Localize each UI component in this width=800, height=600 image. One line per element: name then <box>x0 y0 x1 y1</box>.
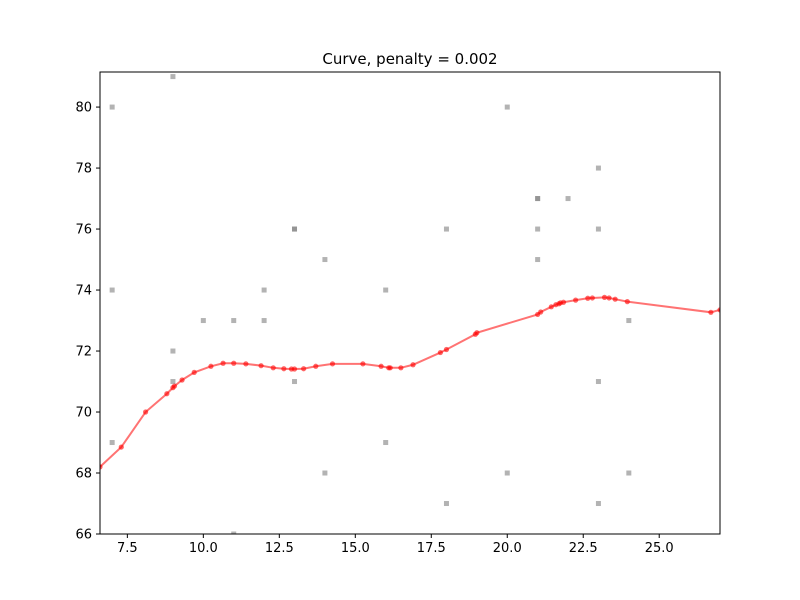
curve-point <box>270 365 276 371</box>
curve-point <box>606 295 612 301</box>
y-tick-label: 68 <box>75 467 92 482</box>
curve-point <box>142 409 149 415</box>
scatter-point <box>626 318 632 324</box>
y-tick-label: 72 <box>75 345 92 360</box>
curve-point <box>548 304 554 310</box>
y-tick-label: 80 <box>75 101 92 116</box>
curve-point <box>360 361 366 367</box>
chart-title: Curve, penalty = 0.002 <box>322 50 497 68</box>
curve-point <box>573 297 579 303</box>
scatter-point <box>261 318 267 324</box>
curve-point <box>387 365 393 371</box>
curve-point <box>560 299 567 305</box>
x-tick-label: 7.5 <box>117 541 138 556</box>
scatter-point <box>595 226 601 232</box>
curve-point <box>589 295 595 301</box>
scatter-point <box>443 226 449 232</box>
scatter-point <box>322 470 328 476</box>
curve-point <box>258 363 264 369</box>
curve-point <box>313 363 319 369</box>
curve-point <box>208 363 214 369</box>
curve-point <box>329 361 336 367</box>
curve-point <box>378 363 384 369</box>
curve-point <box>474 330 480 336</box>
scatter-point <box>626 470 632 476</box>
scatter-point <box>231 531 237 534</box>
curve-point <box>118 444 124 450</box>
x-tick-label: 10.0 <box>189 541 218 556</box>
curve-point <box>171 383 178 389</box>
x-tick-label: 15.0 <box>341 541 370 556</box>
x-tick-label: 22.5 <box>569 541 598 556</box>
scatter-point <box>504 470 510 476</box>
data-layer <box>100 74 720 534</box>
curve-point <box>437 349 443 356</box>
scatter-point <box>595 501 601 507</box>
curve-point <box>538 309 544 315</box>
scatter-point <box>170 74 176 80</box>
scatter-point <box>535 257 541 263</box>
scatter-point <box>109 287 115 293</box>
scatter-point <box>443 501 449 507</box>
scatter-point <box>261 287 267 293</box>
curve-point <box>301 366 307 372</box>
scatter-point <box>565 196 571 202</box>
scatter-point <box>383 287 389 293</box>
scatter-point <box>170 379 176 385</box>
y-tick-label: 78 <box>75 162 92 177</box>
scatter-point <box>535 196 541 202</box>
scatter-point <box>231 318 237 324</box>
x-tick-label: 25.0 <box>645 541 674 556</box>
curve-point <box>281 366 287 372</box>
curve-point <box>612 296 618 302</box>
scatter-point <box>504 104 510 110</box>
curve-point <box>100 464 103 470</box>
y-tick-label: 74 <box>75 284 92 299</box>
curve-point <box>398 365 404 371</box>
scatter-point <box>200 318 206 324</box>
curve-point <box>443 346 450 353</box>
curve-point <box>179 377 185 383</box>
curve-point <box>243 361 249 367</box>
scatter-point <box>109 104 115 110</box>
curve-point <box>191 369 197 375</box>
curve-point <box>220 360 226 366</box>
scatter-point <box>535 226 541 232</box>
curve-point <box>291 366 298 372</box>
y-tick-label: 76 <box>75 223 92 238</box>
curve-point <box>410 362 416 368</box>
plot-area: 7.5 10.0 12.5 15.0 17.5 20.0 22.5 25.0 66 68 70 72 7… <box>75 71 721 556</box>
scatter-point <box>292 379 298 385</box>
scatter-point <box>109 440 115 446</box>
curve-point <box>624 299 630 305</box>
curve-point <box>717 307 720 313</box>
scatter-point <box>292 226 298 232</box>
curve-point <box>164 391 170 397</box>
scatter-point <box>170 348 176 354</box>
x-tick-label: 20.0 <box>493 541 522 556</box>
curve-point <box>601 294 608 300</box>
curve-point <box>231 360 237 366</box>
x-tick-label: 17.5 <box>417 541 446 556</box>
y-tick-label: 70 <box>75 406 92 421</box>
curve-point <box>585 295 591 301</box>
axes-frame <box>99 71 721 535</box>
scatter-point <box>595 379 601 385</box>
x-tick-label: 12.5 <box>265 541 294 556</box>
scatter-point <box>322 257 328 263</box>
scatter-point <box>383 440 389 446</box>
y-tick-label: 66 <box>75 528 92 543</box>
scatter-point <box>595 165 601 171</box>
curve-point <box>708 309 714 315</box>
